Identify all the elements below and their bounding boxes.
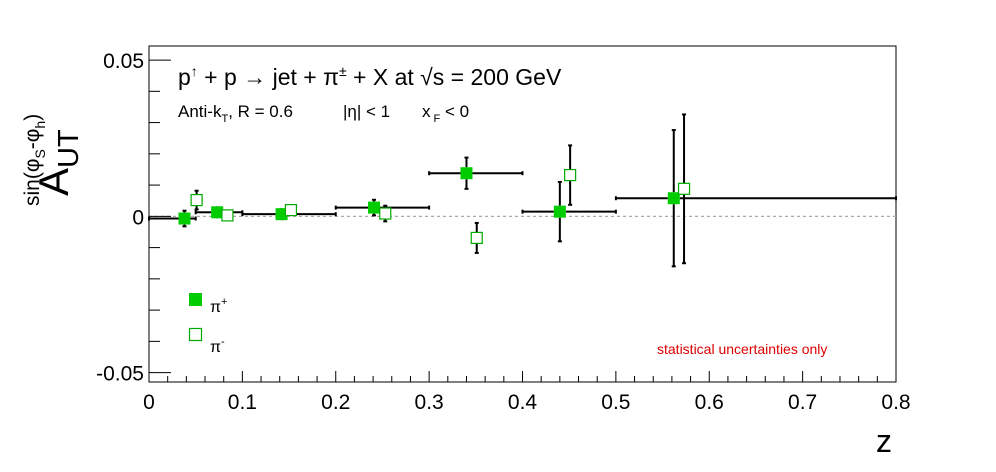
legend-marker-pi-minus [188,327,203,342]
title-plus-p: + p [198,64,243,90]
x-tick-label: 0.3 [415,391,444,414]
x-tick-label: 0.1 [228,391,257,414]
title-jet-pi: jet + π [266,64,339,90]
data-point-filled [667,192,680,205]
legend-marker-pi-plus [189,293,202,306]
series-pi-plus [148,129,897,268]
title-p: p [178,64,191,90]
legend-pi-minus-sup: - [221,336,225,348]
subtitle-eta: |η| < 1 [343,102,390,121]
y-label-sup-suffix: ) [21,114,44,121]
y-tick-label: -0.05 [96,363,144,386]
x-tick-label: 0.2 [321,391,350,414]
legend-pi-minus-name: π [210,339,221,356]
data-layer [148,113,897,268]
series-pi-minus [190,113,691,265]
y-label-sub: UT [53,129,85,168]
subtitle-antik: Anti-k [178,102,222,121]
title-arrow: → [243,64,266,90]
y-axis-label: AUT sin(φS-φh) [21,114,85,206]
y-label-sup-mid: -φ [21,129,44,150]
x-tick-label: 0 [143,391,155,414]
x-tick-label: 0.8 [881,391,910,414]
data-point-open [564,168,577,182]
chart-title: p↑ + p → jet + π± + X at √s = 200 GeV [178,63,562,90]
x-axis-label: z [876,423,892,459]
uncertainty-note: statistical uncertainties only [657,341,827,357]
subtitle-t-sub: T [221,113,228,125]
svg-text:sin(φS-φh): sin(φS-φh) [21,114,48,206]
x-tick-label: 0.5 [601,391,630,414]
y-label-sup-s: S [32,149,48,158]
y-label-main: A [30,168,77,196]
title-arrow-up: ↑ [191,63,198,79]
x-tick-label: 0.6 [695,391,724,414]
legend-label-pi-plus: π+ [210,296,227,316]
subtitle-radius: , R = 0.6 [228,102,293,121]
data-point-filled [275,208,288,221]
data-point-open [190,193,203,207]
data-point-open [221,209,234,222]
legend-pi-plus-name: π [210,299,221,316]
subtitle-f-sub: F [434,113,441,125]
legend-pi-plus-sup: + [221,296,227,308]
y-label-sup-prefix: sin(φ [21,159,44,206]
data-point-filled [178,212,191,225]
title-sqrt: √ [420,64,433,90]
data-point-open [284,203,298,217]
y-tick-label: 0.05 [103,50,144,73]
data-point-filled [460,167,473,180]
data-point-open [677,182,691,195]
data-point-filled [368,201,381,214]
title-pm: ± [339,63,347,79]
data-point-filled [211,206,224,219]
data-point-open [470,231,483,245]
y-tick-label: 0 [132,206,144,229]
legend-label-pi-minus: π- [210,336,225,356]
subtitle-xf: x [422,102,431,121]
svg-text:AUT: AUT [30,129,85,196]
x-tick-label: 0.7 [788,391,817,414]
y-label-sup-h: h [32,121,48,129]
axes: 0 0.1 0.2 0.3 0.4 0.5 0.6 0.7 0.8 0.05 0 -0.05 [96,45,911,414]
title-energy: s = 200 GeV [433,64,562,90]
legend: π+ π- [188,293,227,356]
data-point-open [379,207,392,220]
data-point-filled [553,205,566,218]
title-rest: + X at [347,64,421,90]
subtitle-xf-cond: < 0 [440,102,469,121]
x-tick-label: 0.4 [508,391,538,414]
